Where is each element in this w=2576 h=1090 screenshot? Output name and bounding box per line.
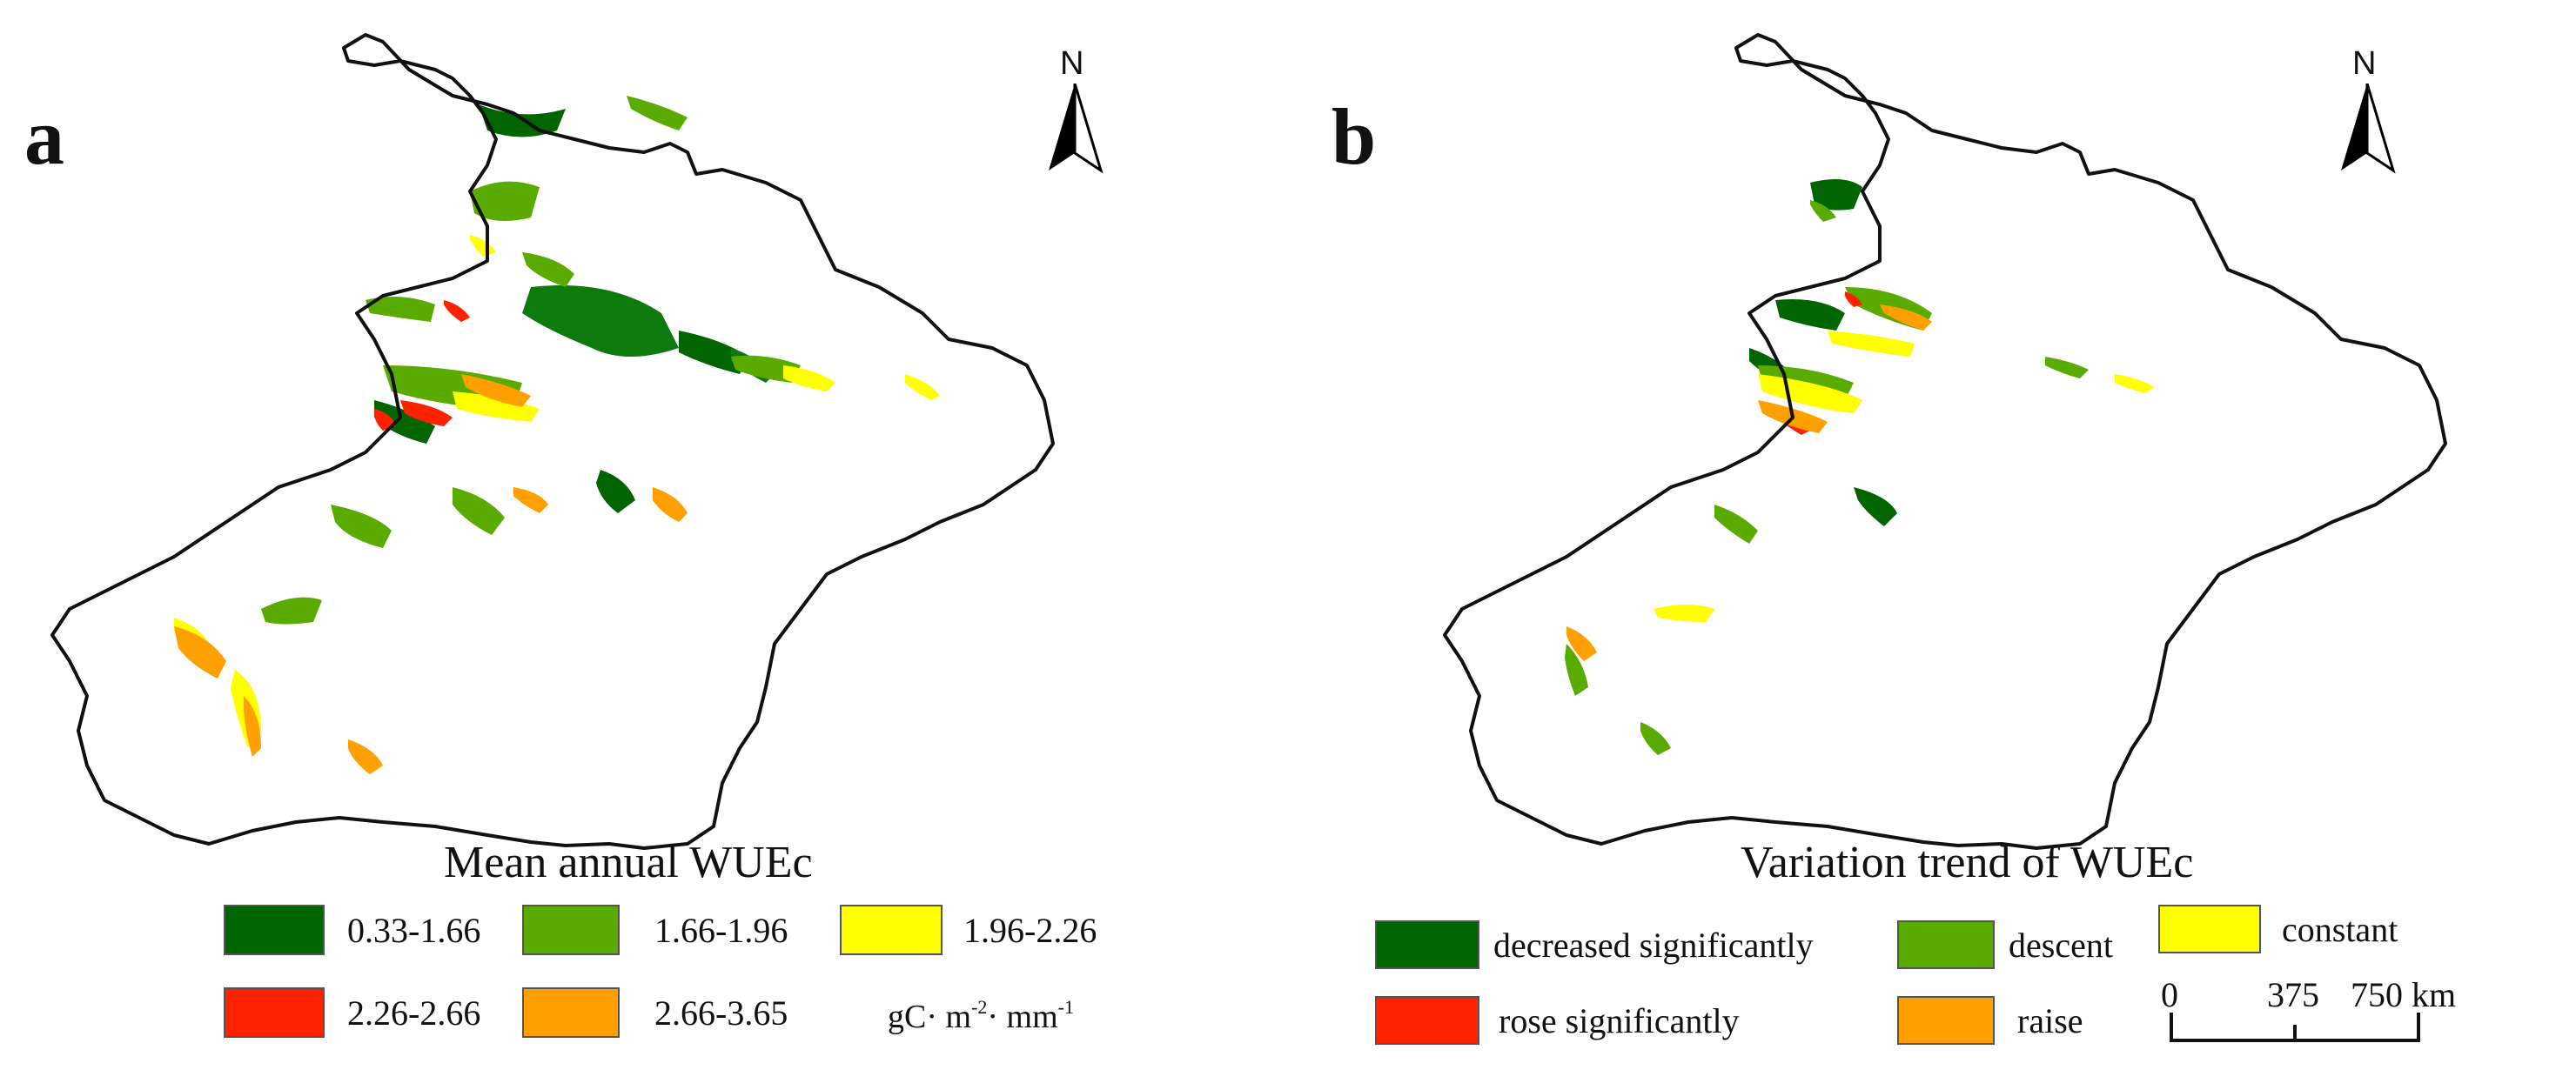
north-label: N (1060, 45, 1084, 82)
legend-label: decreased significantly (1493, 925, 1814, 965)
legend-swatch (1897, 920, 1995, 969)
north-arrow-icon (2341, 84, 2396, 174)
region-map (50, 33, 1055, 850)
legend-label: constant (2282, 909, 2398, 949)
region-boundary (1443, 33, 2447, 850)
legend-label: 0.33-1.66 (347, 910, 481, 950)
north-arrow-icon (1049, 84, 1104, 174)
region-boundary (50, 33, 1055, 850)
legend-item: raise (1897, 996, 2083, 1045)
north-label: N (2352, 45, 2377, 82)
legend-label: descent (2009, 925, 2113, 965)
panel-b: b N (1288, 0, 2576, 1090)
vegetation-patches (1565, 179, 2154, 755)
legend-item: 0.33-1.66 (224, 905, 480, 955)
legend-item: 1.66-1.96 (522, 905, 788, 955)
legend-item: 1.96-2.26 (840, 905, 1097, 955)
legend-item: decreased significantly (1375, 920, 1814, 969)
panel-a: a (24, 33, 1105, 1038)
legend-label: 1.66-1.96 (654, 910, 788, 950)
legend-swatch (840, 905, 943, 955)
vegetation-patches (174, 96, 940, 774)
legend-label: 2.26-2.66 (347, 993, 481, 1033)
legend-swatch (1375, 996, 1479, 1045)
north-arrow: N (1044, 45, 1105, 176)
unit-label: gC· m-2· mm-1 (888, 996, 1074, 1035)
legend-swatch (224, 987, 325, 1038)
legend-swatch (224, 905, 325, 955)
legend-item: constant (2158, 905, 2398, 953)
legend-swatch (522, 987, 620, 1038)
legend-label: rose significantly (1499, 1000, 1740, 1040)
legend-label: raise (2017, 1000, 2083, 1040)
legend-item: rose significantly (1375, 996, 1740, 1045)
panel-letter: a (24, 92, 64, 181)
legend-swatch (1375, 920, 1479, 969)
panel-letter: b (1332, 92, 1377, 181)
legend-label: 1.96-2.26 (963, 910, 1097, 950)
north-arrow: N (2337, 45, 2398, 176)
scale-label: 375 (2267, 975, 2319, 1014)
scale-line (2170, 1013, 2420, 1042)
legend-label: 2.66-3.65 (654, 993, 788, 1033)
legend-swatch (1897, 996, 1995, 1045)
legend-swatch (522, 905, 620, 955)
legend-title: Variation trend of WUEc (1741, 838, 2194, 887)
legend-title: Mean annual WUEc (444, 838, 813, 887)
scale-label: 0 (2161, 975, 2178, 1014)
legend-swatch (2158, 905, 2261, 953)
region-map (1443, 33, 2447, 850)
scale-bar: 0 375 750 km (2161, 974, 2456, 1044)
legend-item: 2.66-3.65 (522, 987, 788, 1038)
scale-label: 750 km (2351, 975, 2457, 1014)
legend-item: descent (1897, 920, 2113, 969)
legend-item: 2.26-2.66 (224, 987, 480, 1038)
